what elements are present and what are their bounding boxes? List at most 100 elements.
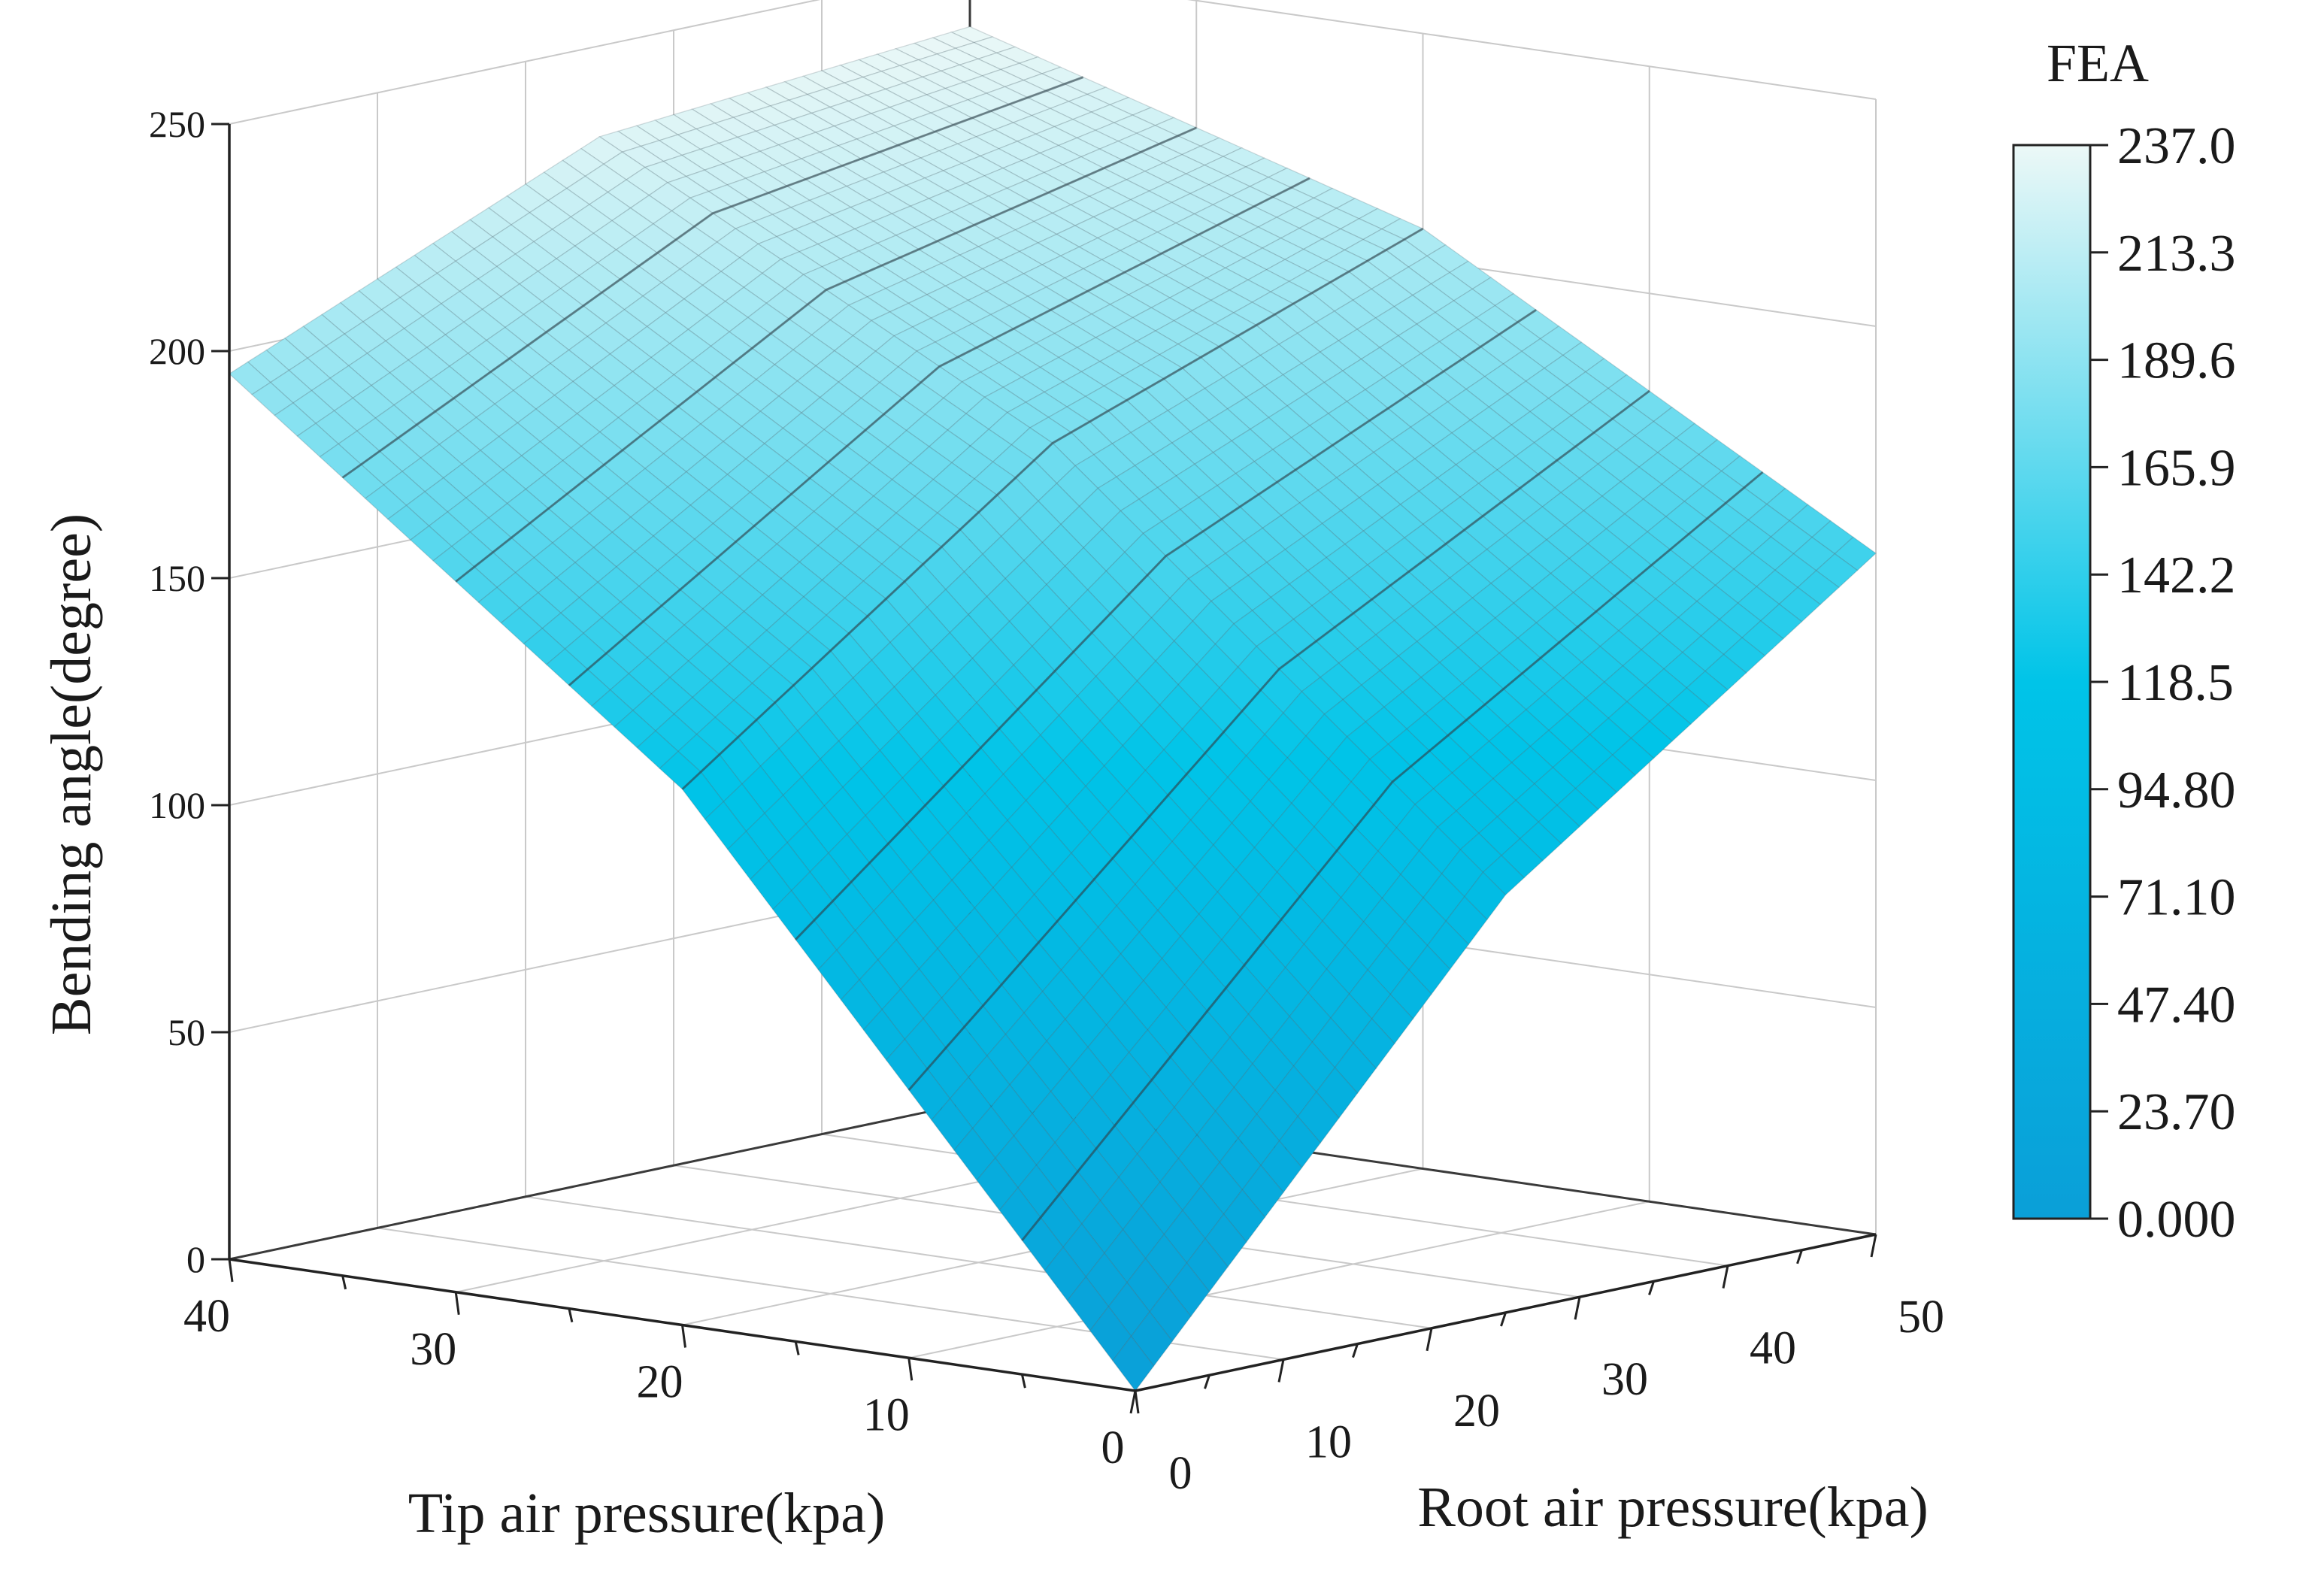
surface-cell xyxy=(477,586,521,624)
surface-cell xyxy=(228,361,271,395)
surface-cell xyxy=(296,423,340,458)
surface-cell xyxy=(1644,668,1688,706)
surface-cell xyxy=(683,608,726,646)
surface-contour-line xyxy=(455,126,1197,583)
y-tick-mark xyxy=(1870,1234,1877,1258)
surface-cell xyxy=(352,384,395,419)
surface-cell xyxy=(584,163,628,193)
surface-cell xyxy=(609,339,653,373)
z-tick-label: 150 xyxy=(149,557,205,599)
z-tick-label: 250 xyxy=(149,103,205,145)
surface-cell xyxy=(1150,597,1194,642)
surface-cell xyxy=(1130,1310,1174,1367)
surface-cell xyxy=(1112,1335,1155,1392)
surface-cell xyxy=(1340,874,1383,923)
surface-contour-line xyxy=(795,308,1537,940)
surface-cell xyxy=(977,52,1021,71)
surface-cell xyxy=(1571,734,1613,773)
surface-cell xyxy=(1718,602,1762,639)
surface-cell xyxy=(750,105,795,126)
surface-cell xyxy=(953,1127,996,1181)
surface-cell xyxy=(759,747,803,796)
surface-cell xyxy=(902,76,947,95)
surface-cell xyxy=(1043,381,1087,407)
colorbar-bar xyxy=(2012,144,2092,1220)
surface-cell xyxy=(502,455,545,490)
surface-cell xyxy=(541,612,584,650)
x-tick-mark xyxy=(568,1308,574,1322)
surface-cell xyxy=(969,429,1013,463)
surface-cell xyxy=(456,416,500,451)
surface-cell xyxy=(646,641,689,678)
surface-cell xyxy=(1649,704,1692,742)
colorbar-tick-label: 189.6 xyxy=(2117,332,2236,390)
surface-cell xyxy=(1360,347,1404,379)
surface-plot xyxy=(228,26,1877,1392)
surface-cell xyxy=(386,504,430,541)
colorbar: FEA 237.0 213.3 189.6 165.9 142.2 118.5 94.80 7… xyxy=(2012,33,2236,1249)
surface-cell xyxy=(1118,1152,1161,1207)
x-tick-mark xyxy=(228,1258,234,1283)
surface-cell xyxy=(1196,1110,1239,1164)
surface-cell xyxy=(613,371,656,404)
surface-cell xyxy=(654,713,698,753)
surface-cell xyxy=(383,471,426,507)
surface-cell xyxy=(870,311,914,337)
surface-cell xyxy=(723,783,765,832)
surface-cell xyxy=(592,220,636,250)
surface-cell xyxy=(832,119,877,140)
surface-cell xyxy=(607,179,650,209)
surface-cell xyxy=(1138,486,1181,522)
x-tick-mark xyxy=(341,1275,347,1290)
surface-cell xyxy=(1353,1018,1395,1070)
surface-cell xyxy=(1636,598,1680,635)
surface-cell xyxy=(274,402,317,437)
z-tick-label: 100 xyxy=(149,784,205,826)
surface-cell xyxy=(1044,1246,1087,1302)
y-tick-mark xyxy=(1648,1280,1655,1295)
surface-cell xyxy=(1171,819,1214,868)
surface-cell xyxy=(1463,871,1507,921)
surface-cell xyxy=(629,501,673,537)
surface-cell xyxy=(741,410,784,444)
surface-cell xyxy=(1071,111,1116,132)
surface-cell xyxy=(292,389,335,425)
x-tick-mark xyxy=(794,1341,800,1355)
z-tick-label: 200 xyxy=(149,330,205,372)
surface-cell xyxy=(636,730,679,770)
y-tick-mark xyxy=(1352,1343,1359,1358)
surface-cell xyxy=(588,191,632,222)
surface-cell xyxy=(937,927,980,978)
surface-cell xyxy=(1257,217,1301,239)
surface-cell xyxy=(1704,653,1747,691)
colorbar-title: FEA xyxy=(2047,33,2149,93)
surface-cell xyxy=(1372,439,1416,473)
wall-edge xyxy=(229,1101,971,1261)
y-axis-title: Root air pressure(kpa) xyxy=(1417,1476,1929,1539)
y-tick-mark xyxy=(1796,1249,1803,1265)
grid-line xyxy=(908,1201,1650,1359)
surface-cell xyxy=(269,369,313,404)
surface-cell xyxy=(1027,1040,1071,1092)
colorbar-tick-label: 23.70 xyxy=(2117,1083,2236,1141)
surface-cell xyxy=(1162,153,1206,174)
surface-cell xyxy=(364,484,408,520)
y-tick-mark xyxy=(1277,1359,1285,1383)
y-tick-mark xyxy=(1500,1312,1507,1327)
surface-cell xyxy=(1088,187,1132,209)
surface-cell xyxy=(838,722,881,770)
surface-cell xyxy=(862,1008,906,1061)
y-tick-label: 50 xyxy=(1898,1292,1944,1343)
surface-cell xyxy=(576,398,620,433)
surface-cell xyxy=(1541,492,1585,526)
surface-cell xyxy=(775,229,820,253)
y-tick-mark xyxy=(1574,1296,1581,1320)
surface-cell xyxy=(1545,524,1589,559)
x-tick-mark xyxy=(681,1325,686,1348)
grid-line xyxy=(229,0,821,125)
grid-line xyxy=(525,1195,1432,1329)
y-tick-mark xyxy=(1426,1328,1433,1352)
surface-cell xyxy=(1401,677,1445,715)
surface-cell xyxy=(1096,229,1141,251)
